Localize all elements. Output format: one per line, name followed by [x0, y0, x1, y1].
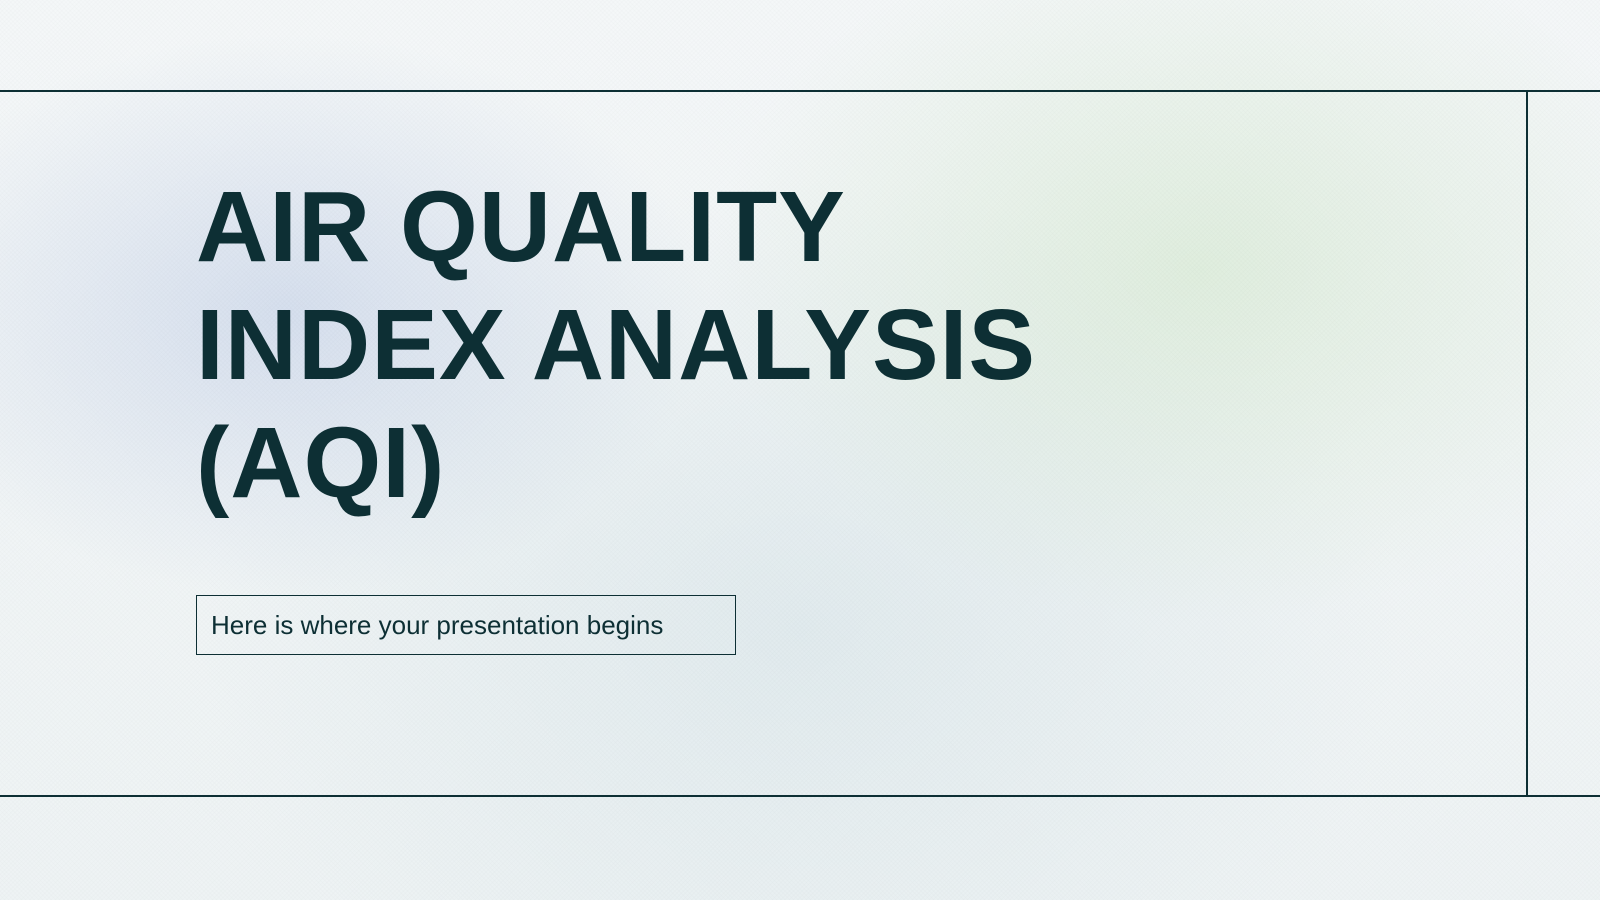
subtitle-text: Here is where your presentation begins: [211, 610, 663, 641]
frame-line-bottom: [0, 795, 1600, 797]
frame-line-right: [1526, 90, 1528, 795]
title-line-2: INDEX ANALYSIS: [196, 286, 1036, 404]
subtitle-box: Here is where your presentation begins: [196, 595, 736, 655]
title-line-3: (AQI): [196, 404, 1036, 522]
slide-title: AIR QUALITY INDEX ANALYSIS (AQI): [196, 168, 1036, 522]
frame-line-top: [0, 90, 1600, 92]
title-line-1: AIR QUALITY: [196, 168, 1036, 286]
